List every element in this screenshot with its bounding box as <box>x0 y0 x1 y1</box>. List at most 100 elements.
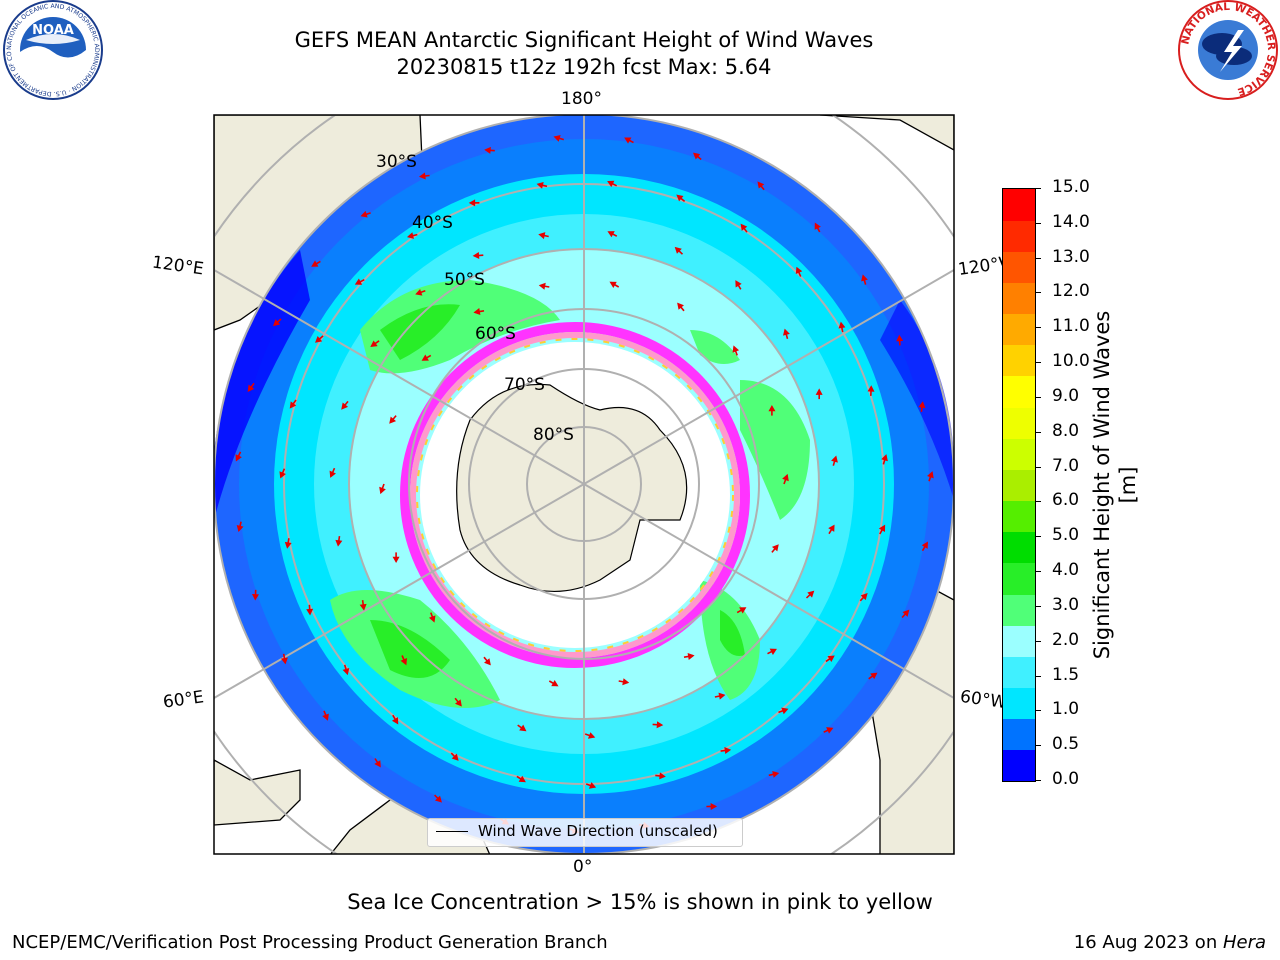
wind-arrow-head <box>434 795 442 803</box>
colorbar-segment <box>1003 718 1035 751</box>
wind-arrow-head <box>732 345 740 353</box>
wind-arrow-head <box>392 556 400 564</box>
colorbar-tick-label: 4.0 <box>1052 560 1080 581</box>
colorbar-tick-label: 5.0 <box>1052 525 1080 546</box>
lon-label-180: 180° <box>561 89 602 109</box>
lon-label-60w: 60°W <box>958 686 1009 714</box>
wind-arrow-head <box>772 770 780 778</box>
lat-label-60s: 60°S <box>475 324 516 344</box>
wind-arrow-head <box>783 328 790 336</box>
wind-arrow-head <box>878 524 886 532</box>
wind-arrow-head <box>676 194 684 202</box>
wind-arrow-head <box>536 181 544 189</box>
colorbar-tick-label: 15.0 <box>1052 177 1090 197</box>
colorbar-tick-label: 1.5 <box>1052 664 1080 685</box>
wind-arrow-head <box>814 222 821 230</box>
lat-label-50s: 50°S <box>444 270 485 290</box>
colorbar-tick-label: 6.0 <box>1052 490 1080 511</box>
wind-arrow-head <box>315 335 323 343</box>
colorbar-segment <box>1003 344 1035 377</box>
wind-arrow-head <box>607 180 615 188</box>
colorbar-segment <box>1003 407 1035 439</box>
wind-arrow-head <box>927 471 934 479</box>
noaa-logo-text: NOAA <box>32 23 74 38</box>
wind-arrow-head <box>782 473 789 482</box>
wind-arrow-head <box>415 288 423 296</box>
wind-arrow-head <box>247 384 255 392</box>
lon-label-60e: 60°E <box>161 687 206 713</box>
colorbar-tick-mark <box>1035 292 1041 294</box>
wind-arrow-head <box>538 232 546 240</box>
colorbar-tick-label: 11.0 <box>1052 316 1090 337</box>
wind-arrow-head <box>827 655 835 662</box>
wind-arrow-head <box>455 699 462 707</box>
colorbar-tick-mark <box>1035 745 1041 747</box>
wind-arrow-head <box>622 678 630 686</box>
wind-arrow-head <box>311 260 319 267</box>
wind-arrow-head <box>881 454 888 462</box>
graticule <box>214 115 954 854</box>
colorbar-segment <box>1003 469 1035 502</box>
lat-label-40s: 40°S <box>412 213 453 233</box>
high-wave-regions <box>330 280 810 708</box>
wind-arrow-head <box>831 455 838 463</box>
colorbar-tick-label: 12.0 <box>1052 281 1090 302</box>
colorbar-tick-label: 7.0 <box>1052 455 1080 476</box>
wind-arrow-head <box>251 594 259 601</box>
legend-label: Wind Wave Direction (unscaled) <box>478 822 718 840</box>
wind-arrow-head <box>677 302 684 310</box>
wind-arrow-head <box>468 199 476 207</box>
footer-date-text: 16 Aug 2023 on <box>1073 932 1223 953</box>
wind-arrow-head <box>735 280 742 288</box>
wind-arrow-head <box>329 470 336 478</box>
wind-arrow-head <box>370 340 378 347</box>
wind-arrow-head <box>306 608 314 616</box>
colorbar-tick-label: 0.5 <box>1052 734 1080 755</box>
colorbar-tick-mark <box>1035 605 1041 607</box>
colorbar-tick-mark <box>1035 536 1041 538</box>
wind-arrow-head <box>428 615 436 623</box>
colorbar-label: Significant Height of Wind Waves [m] <box>1090 310 1140 660</box>
colorbar-tick-mark <box>1035 466 1041 468</box>
antarctic-map <box>213 114 955 855</box>
lon-label-0: 0° <box>573 857 593 877</box>
wind-arrow-head <box>795 266 803 275</box>
colorbar-tick-mark <box>1035 257 1041 259</box>
footer-machine: Hera <box>1222 932 1266 953</box>
wind-arrow-head <box>341 402 349 410</box>
wind-arrow-head <box>359 603 367 611</box>
wind-arrow-head <box>902 609 910 617</box>
colorbar-segment <box>1003 625 1035 657</box>
wind-arrow-head <box>235 454 242 462</box>
wind-arrow-head <box>607 231 615 238</box>
wind-arrow-head <box>418 172 426 180</box>
colorbar-tick-mark <box>1035 222 1041 224</box>
wind-arrow-head <box>768 404 776 412</box>
colorbar-tick-label: 14.0 <box>1052 211 1090 232</box>
wind-arrow-head <box>451 753 459 761</box>
wind-arrow-head <box>342 667 350 676</box>
wind-arrow-head <box>484 658 491 666</box>
wind-arrow-head <box>354 278 363 285</box>
wind-arrow-head <box>484 146 491 154</box>
wind-arrow-head <box>553 135 561 142</box>
wind-arrow-head <box>473 308 481 315</box>
colorbar-tick-mark <box>1035 362 1041 364</box>
wind-arrow-head <box>921 541 928 549</box>
lat-label-30s: 30°S <box>376 152 417 172</box>
wind-arrow-head <box>421 354 429 361</box>
colorbar-tick-label: 10.0 <box>1052 351 1090 372</box>
wind-arrow-head <box>826 727 834 734</box>
wind-arrow-head <box>870 672 878 680</box>
colorbar-tick-mark <box>1035 780 1041 781</box>
wind-arrow-head <box>739 607 747 614</box>
colorbar <box>1002 188 1036 782</box>
wind-arrow-head <box>322 713 329 721</box>
wind-arrow-head <box>838 321 846 329</box>
wind-arrow-head <box>284 541 292 549</box>
colorbar-tick-mark <box>1035 675 1041 677</box>
colorbar-segment <box>1003 375 1035 408</box>
colorbar-segment <box>1003 656 1035 689</box>
legend-line-icon <box>436 831 468 832</box>
national-weather-service-logo: NATIONAL WEATHER SERVICE <box>1176 0 1280 100</box>
